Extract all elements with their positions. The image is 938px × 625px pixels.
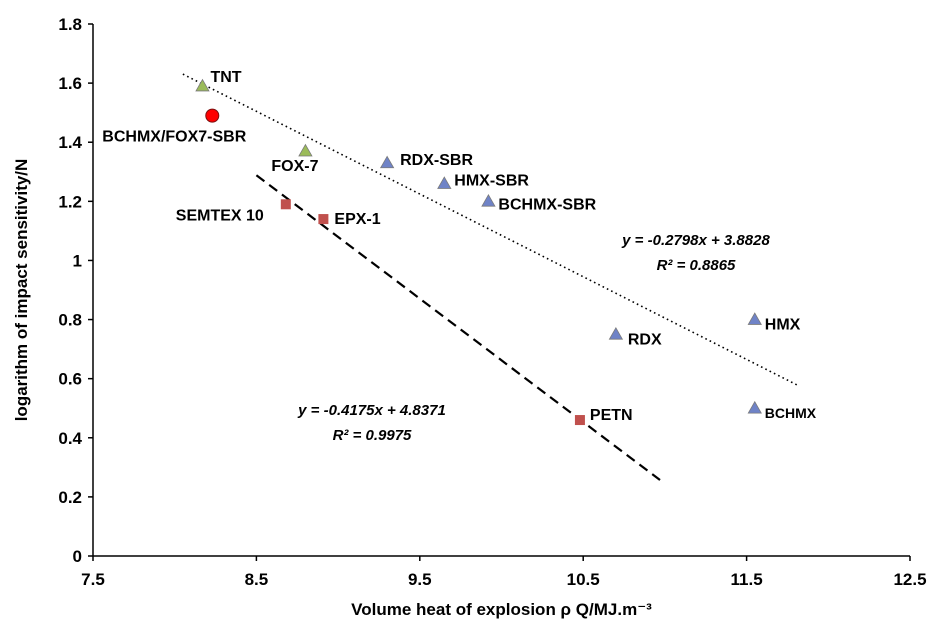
marker-bchmx — [747, 400, 762, 414]
y-tick-label: 0 — [73, 547, 82, 566]
marker-bchmx-sbr — [481, 194, 496, 207]
trendline-2-r2: R² = 0.9975 — [333, 427, 412, 444]
marker-epx-1 — [318, 214, 329, 225]
trendline-1-equation: y = -0.2798x + 3.8828 — [621, 232, 770, 249]
marker-rdx-sbr — [379, 155, 395, 169]
x-axis-title: Volume heat of explosion ρ Q/MJ.m⁻³ — [351, 600, 652, 619]
x-tick-label: 9.5 — [408, 570, 432, 589]
x-tick-label: 11.5 — [731, 570, 763, 589]
marker-hmx-sbr — [437, 176, 452, 189]
label-bchmx-fox7-sbr: BCHMX/FOX7-SBR — [102, 129, 246, 146]
y-tick-label: 1 — [73, 251, 82, 270]
label-hmx: HMX — [765, 317, 801, 334]
trendline-2-equation: y = -0.4175x + 4.8371 — [297, 402, 446, 419]
x-tick-labels: 7.5 8.5 9.5 10.5 11.5 12.5 — [81, 556, 927, 589]
label-petn: PETN — [590, 407, 633, 424]
y-axis-title: logarithm of impact sensitivity/N — [12, 159, 31, 422]
data-markers — [195, 78, 762, 426]
y-tick-label: 1.6 — [58, 74, 82, 93]
label-bchmx-sbr: BCHMX-SBR — [498, 196, 596, 213]
y-tick-label: 0.4 — [58, 429, 82, 448]
label-semtex-10: SEMTEX 10 — [176, 207, 264, 224]
label-fox-7: FOX-7 — [271, 158, 318, 175]
y-tick-label: 1.4 — [58, 133, 82, 152]
label-bchmx: BCHMX — [765, 405, 817, 421]
x-tick-label: 8.5 — [245, 570, 269, 589]
y-tick-label: 0.6 — [58, 370, 82, 389]
trendline-equations: y = -0.2798x + 3.8828 R² = 0.8865 y = -0… — [297, 232, 770, 444]
y-tick-label: 0.8 — [58, 311, 82, 330]
data-point-labels: TNT FOX-7 BCHMX/FOX7-SBR RDX-SBR HMX-SBR BCHM… — [102, 69, 816, 424]
label-epx-1: EPX-1 — [334, 211, 380, 228]
marker-fox-7 — [298, 143, 313, 157]
y-tick-label: 1.8 — [58, 15, 82, 34]
trendline-2 — [255, 174, 661, 481]
y-tick-label: 0.2 — [58, 488, 82, 507]
y-tick-labels: 0 0.2 0.4 0.6 0.8 1 1.2 1.4 1.6 1.8 — [58, 15, 93, 566]
label-hmx-sbr: HMX-SBR — [454, 173, 529, 190]
trendline-1-r2: R² = 0.8865 — [657, 257, 736, 274]
marker-tnt — [195, 78, 210, 92]
marker-hmx — [747, 312, 762, 325]
x-tick-label: 10.5 — [567, 570, 600, 589]
label-rdx: RDX — [628, 331, 662, 348]
marker-petn — [574, 415, 585, 426]
x-tick-label: 7.5 — [81, 570, 105, 589]
label-tnt: TNT — [210, 69, 241, 86]
marker-bchmx-fox7-sbr — [205, 108, 220, 123]
trendline-1 — [182, 73, 800, 387]
axes — [92, 24, 910, 557]
label-rdx-sbr: RDX-SBR — [400, 152, 473, 169]
trendlines — [182, 73, 800, 481]
marker-rdx — [608, 327, 624, 340]
marker-semtex-10 — [280, 199, 291, 210]
y-tick-label: 1.2 — [58, 192, 82, 211]
x-tick-label: 12.5 — [893, 570, 926, 589]
